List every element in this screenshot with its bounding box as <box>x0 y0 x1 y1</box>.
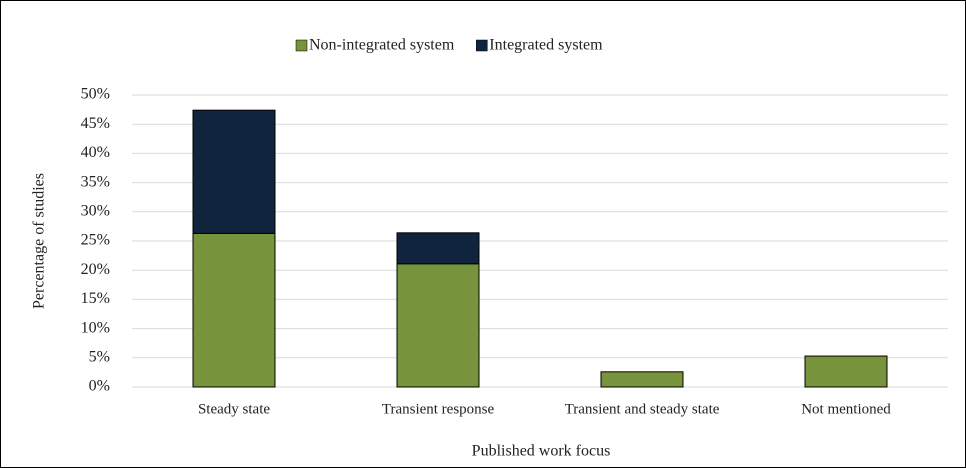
x-axis-label: Published work focus <box>472 443 611 460</box>
legend-label: Integrated system <box>489 37 603 54</box>
y-tick-label: 35% <box>81 173 110 190</box>
x-tick-label: Transient response <box>382 401 495 417</box>
bar <box>192 232 276 388</box>
x-tick-label: Transient and steady state <box>565 401 720 417</box>
y-tick-label: 30% <box>81 202 110 219</box>
y-axis-label: Percentage of studies <box>31 173 48 309</box>
bar <box>396 232 480 265</box>
bar <box>804 355 888 388</box>
bar <box>396 263 480 388</box>
legend-swatch <box>295 39 308 52</box>
legend-label: Non-integrated system <box>309 37 455 54</box>
bar <box>192 109 276 234</box>
y-tick-label: 10% <box>81 319 110 336</box>
y-tick-label: 45% <box>81 115 110 132</box>
bar <box>600 371 684 388</box>
legend-swatch <box>476 39 488 52</box>
y-tick-label: 15% <box>81 290 110 307</box>
y-tick-label: 40% <box>81 144 110 161</box>
y-tick-label: 50% <box>81 86 110 103</box>
y-tick-label: 0% <box>89 378 110 395</box>
y-tick-label: 5% <box>89 348 110 365</box>
y-tick-label: 20% <box>81 261 110 278</box>
x-tick-label: Not mentioned <box>801 401 891 417</box>
x-tick-label: Steady state <box>198 401 270 417</box>
y-tick-label: 25% <box>81 232 110 249</box>
